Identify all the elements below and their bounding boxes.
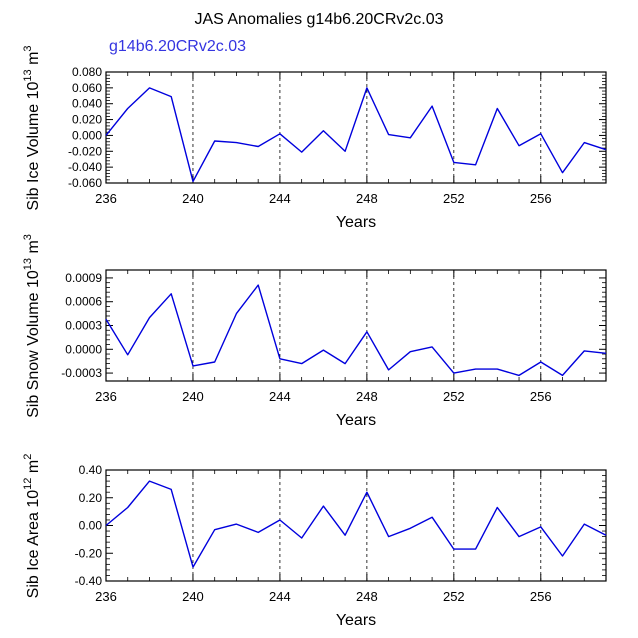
x-tick-label: 236 (95, 389, 117, 404)
y-tick-label: -0.060 (68, 176, 102, 190)
x-tick-label: 248 (356, 191, 378, 206)
y-tick-label: -0.040 (68, 160, 102, 174)
y-tick-label: 0.20 (79, 491, 103, 505)
x-tick-label: 240 (182, 191, 204, 206)
x-axis-label: Years (336, 214, 376, 231)
x-tick-label: 256 (530, 191, 552, 206)
y-axis-label: Sib Snow Volume 1013 m3 (22, 234, 42, 418)
y-tick-label: 0.00 (79, 519, 103, 533)
panel-snow-volume: 236 240 244 248 252 256 -0.0003 0.0000 0.0003 0.0… (22, 234, 607, 429)
y-tick-label: 0.40 (79, 463, 103, 477)
panel-ice-volume: 236 240 244 248 252 256 -0.060 -0.040 -0.020 0.00… (22, 45, 607, 231)
chart-subtitle: g14b6.20CRv2c.03 (109, 38, 246, 55)
x-tick-label: 248 (356, 589, 378, 604)
y-tick-label: -0.0003 (61, 366, 102, 380)
y-tick-label: 0.060 (72, 81, 102, 95)
y-axis-label: Sib Ice Volume 1013 m3 (22, 45, 42, 210)
x-tick-label: 248 (356, 389, 378, 404)
y-tick-label: 0.0006 (65, 295, 102, 309)
y-tick-label: -0.40 (75, 574, 103, 588)
series-line (105, 87, 607, 183)
x-tick-label: 244 (269, 589, 291, 604)
x-tick-label: 244 (269, 389, 291, 404)
y-tick-label: 0.0009 (65, 271, 102, 285)
panel-ice-area: 236 240 244 248 252 256 -0.40 -0.20 0.00 0.20 0.40… (22, 454, 607, 629)
y-tick-label: 0.080 (72, 65, 102, 79)
x-tick-label: 236 (95, 191, 117, 206)
y-tick-label: -0.20 (75, 546, 103, 560)
y-tick-label: 0.0000 (65, 342, 102, 356)
y-tick-label: 0.020 (72, 113, 102, 127)
series-line (105, 480, 607, 568)
y-tick-label: -0.020 (68, 144, 102, 158)
figure-title: JAS Anomalies g14b6.20CRv2c.03 (194, 11, 443, 28)
x-tick-label: 252 (443, 589, 465, 604)
y-tick-label: 0.040 (72, 97, 102, 111)
x-tick-label: 252 (443, 389, 465, 404)
y-axis-label: Sib Ice Area 1012 m2 (22, 454, 42, 599)
y-tick-label: 0.000 (72, 128, 102, 142)
x-tick-label: 256 (530, 389, 552, 404)
x-tick-label: 244 (269, 191, 291, 206)
plot-frame (105, 71, 607, 184)
x-axis-label: Years (336, 412, 376, 429)
x-tick-label: 240 (182, 389, 204, 404)
x-tick-label: 256 (530, 589, 552, 604)
x-tick-label: 236 (95, 589, 117, 604)
x-axis-label: Years (336, 612, 376, 629)
y-tick-label: 0.0003 (65, 319, 102, 333)
x-tick-label: 252 (443, 191, 465, 206)
x-tick-label: 240 (182, 589, 204, 604)
series-line (105, 284, 607, 377)
